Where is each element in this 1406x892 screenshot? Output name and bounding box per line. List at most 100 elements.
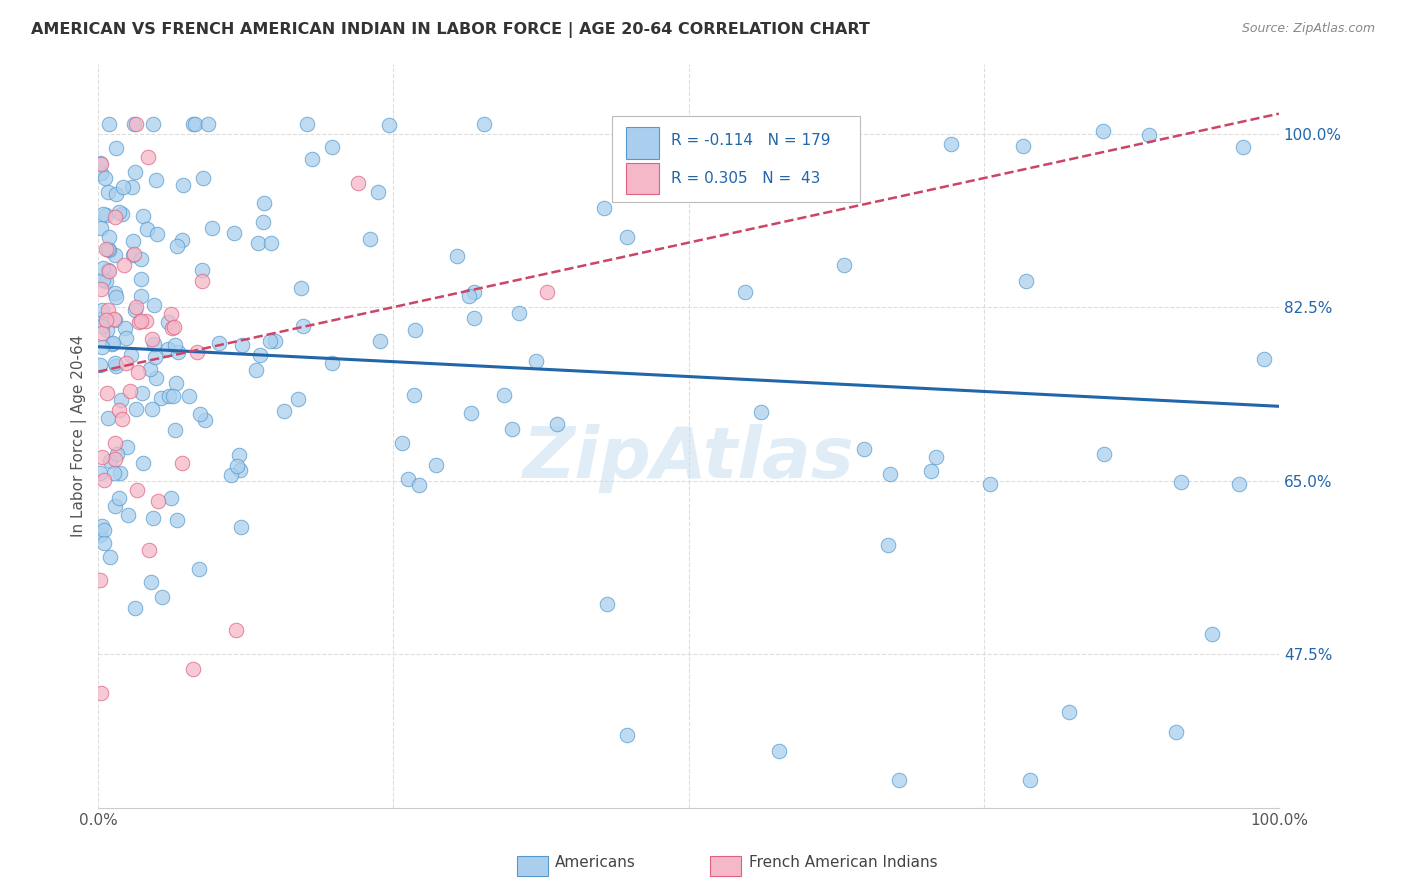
Point: [138, 362, 160, 376]
Point: [125, 401, 148, 416]
Point: [231, 338, 253, 352]
Point: [404, 388, 426, 402]
Point: [136, 150, 159, 164]
Text: R = -0.114   N = 179: R = -0.114 N = 179: [671, 133, 831, 148]
Point: [97, 230, 120, 244]
Point: [229, 463, 252, 477]
Point: [108, 466, 131, 480]
Point: [104, 436, 127, 450]
Point: [1170, 475, 1192, 489]
Point: [191, 171, 214, 186]
Point: [115, 356, 138, 370]
Point: [197, 117, 219, 131]
Point: [97, 243, 120, 257]
Point: [1164, 725, 1187, 739]
Point: [391, 435, 413, 450]
Point: [1092, 447, 1115, 461]
Point: [321, 140, 343, 154]
Point: [105, 141, 128, 155]
Point: [131, 314, 153, 328]
Point: [889, 773, 911, 788]
Point: [122, 234, 145, 248]
Point: [749, 405, 772, 419]
Point: [287, 392, 309, 407]
Point: [103, 312, 125, 326]
Point: [91, 450, 114, 464]
Point: [1137, 128, 1160, 142]
Point: [97, 117, 120, 131]
Point: [90, 312, 112, 326]
Point: [145, 227, 167, 242]
Point: [186, 345, 208, 359]
Point: [98, 454, 121, 468]
Point: [359, 232, 381, 246]
Point: [225, 623, 247, 637]
Point: [170, 233, 193, 247]
Point: [89, 466, 111, 480]
Point: [96, 208, 118, 222]
Point: [1227, 476, 1250, 491]
Point: [104, 186, 127, 201]
Point: [508, 305, 530, 319]
Point: [321, 356, 343, 370]
Point: [94, 171, 117, 186]
Point: [301, 152, 323, 166]
Point: [96, 323, 118, 337]
Point: [616, 230, 638, 244]
Point: [188, 562, 211, 576]
Point: [408, 477, 430, 491]
Point: [129, 289, 152, 303]
Point: [245, 363, 267, 377]
Point: [111, 412, 134, 426]
Point: [105, 447, 128, 461]
Point: [114, 320, 136, 334]
Point: [90, 326, 112, 341]
Point: [93, 474, 115, 488]
Point: [264, 334, 287, 348]
Point: [122, 117, 145, 131]
Point: [877, 538, 900, 552]
Point: [97, 411, 120, 425]
Point: [368, 334, 391, 349]
Point: [110, 392, 132, 407]
Point: [367, 185, 389, 199]
Point: [290, 281, 312, 295]
Point: [853, 442, 876, 456]
Point: [90, 283, 112, 297]
Point: [472, 117, 495, 131]
Point: [260, 235, 283, 250]
Point: [114, 331, 136, 345]
Point: [596, 597, 619, 611]
Point: [131, 385, 153, 400]
Point: [150, 590, 173, 604]
Point: [143, 350, 166, 364]
Point: [183, 117, 205, 131]
Point: [832, 258, 855, 272]
Point: [117, 508, 139, 523]
FancyBboxPatch shape: [612, 116, 860, 202]
Point: [156, 315, 179, 329]
Point: [1057, 705, 1080, 719]
Point: [228, 448, 250, 462]
Point: [112, 258, 135, 272]
Point: [160, 307, 183, 321]
Text: R = 0.305   N =  43: R = 0.305 N = 43: [671, 171, 820, 186]
Point: [91, 272, 114, 286]
Point: [725, 186, 748, 200]
Point: [94, 243, 117, 257]
Point: [188, 407, 211, 421]
Point: [219, 467, 242, 482]
Point: [93, 535, 115, 549]
Point: [1018, 772, 1040, 787]
Point: [90, 157, 112, 171]
Point: [127, 365, 149, 379]
Point: [104, 452, 127, 467]
Point: [768, 744, 790, 758]
Point: [546, 417, 568, 431]
Point: [91, 207, 114, 221]
Point: [125, 300, 148, 314]
Point: [97, 262, 120, 277]
Point: [295, 117, 318, 131]
Point: [172, 178, 194, 193]
Point: [103, 467, 125, 481]
